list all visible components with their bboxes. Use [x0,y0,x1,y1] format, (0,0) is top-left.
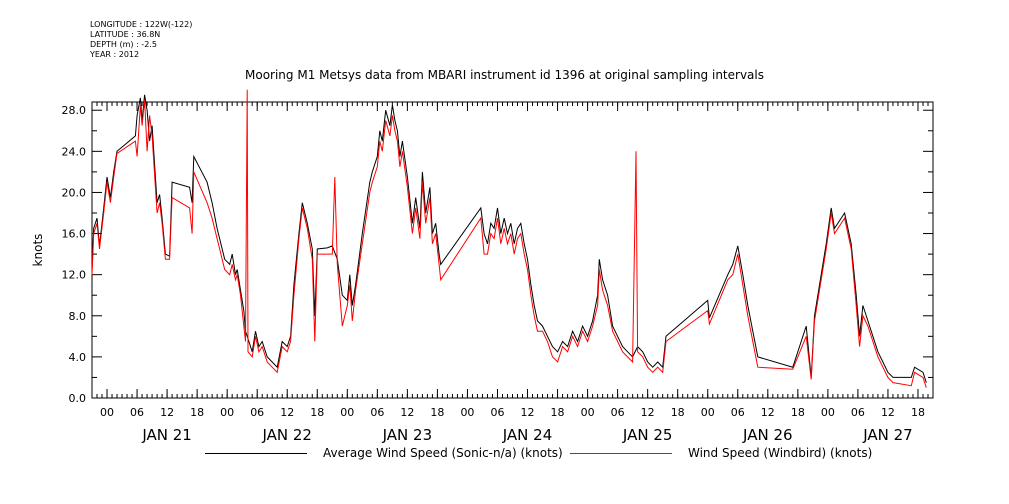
x-hour-tick-label: 12 [761,406,775,419]
legend: Average Wind Speed (Sonic-n/a) (knots) W… [0,444,1009,464]
x-hour-tick-label: 00 [701,406,715,419]
y-tick-label: 8.0 [69,310,87,323]
x-hour-tick-label: 06 [611,406,625,419]
x-day-label: JAN 26 [742,426,793,444]
series-line-sonic [91,94,927,383]
latitude-text: LATITUDE : 36.8N [90,30,161,39]
x-hour-tick-label: 06 [370,406,384,419]
legend-label-windbird: Wind Speed (Windbird) (knots) [688,446,873,460]
year-text: YEAR : 2012 [90,50,140,59]
x-hour-tick-label: 00 [220,406,234,419]
x-day-label: JAN 21 [141,426,192,444]
series-line-windbird [91,89,927,388]
y-tick-label: 20.0 [62,186,87,199]
x-day-label: JAN 25 [622,426,673,444]
chart-title: Mooring M1 Metsys data from MBARI instru… [245,68,764,82]
x-hour-tick-label: 18 [310,406,324,419]
x-hour-tick-label: 00 [100,406,114,419]
x-hour-tick-label: 00 [460,406,474,419]
x-hour-tick-label: 12 [400,406,414,419]
x-hour-tick-label: 18 [671,406,685,419]
metadata-block: LONGITUDE : 122W(-122) LATITUDE : 36.8N … [90,20,192,60]
x-hour-tick-label: 12 [881,406,895,419]
y-axis-label: knots [31,234,45,267]
x-hour-tick-label: 12 [160,406,174,419]
x-day-label: JAN 22 [261,426,312,444]
x-hour-tick-label: 00 [340,406,354,419]
y-tick-label: 12.0 [62,269,87,282]
x-hour-tick-label: 00 [581,406,595,419]
x-hour-tick-label: 12 [521,406,535,419]
x-hour-tick-label: 18 [791,406,805,419]
x-hour-tick-label: 18 [551,406,565,419]
plot-frame [91,101,934,399]
x-hour-tick-label: 06 [851,406,865,419]
x-hour-tick-label: 06 [250,406,264,419]
x-hour-tick-label: 06 [490,406,504,419]
x-hour-tick-label: 12 [641,406,655,419]
x-day-label: JAN 27 [862,426,913,444]
legend-label-sonic: Average Wind Speed (Sonic-n/a) (knots) [323,446,563,460]
x-hour-tick-label: 18 [190,406,204,419]
x-hour-tick-label: 06 [731,406,745,419]
x-hour-tick-label: 00 [821,406,835,419]
y-tick-label: 16.0 [62,228,87,241]
legend-swatch-sonic [205,453,307,454]
x-hour-tick-label: 18 [911,406,925,419]
y-tick-label: 4.0 [69,351,87,364]
x-hour-tick-label: 18 [430,406,444,419]
x-day-label: JAN 23 [382,426,433,444]
legend-swatch-windbird [570,453,672,454]
x-hour-tick-label: 12 [280,406,294,419]
longitude-text: LONGITUDE : 122W(-122) [90,20,193,29]
y-tick-label: 0.0 [69,392,87,405]
x-hour-tick-label: 06 [130,406,144,419]
x-day-label: JAN 24 [502,426,553,444]
y-tick-label: 28.0 [62,104,87,117]
depth-text: DEPTH (m) : -2.5 [90,40,157,49]
y-tick-label: 24.0 [62,145,87,158]
